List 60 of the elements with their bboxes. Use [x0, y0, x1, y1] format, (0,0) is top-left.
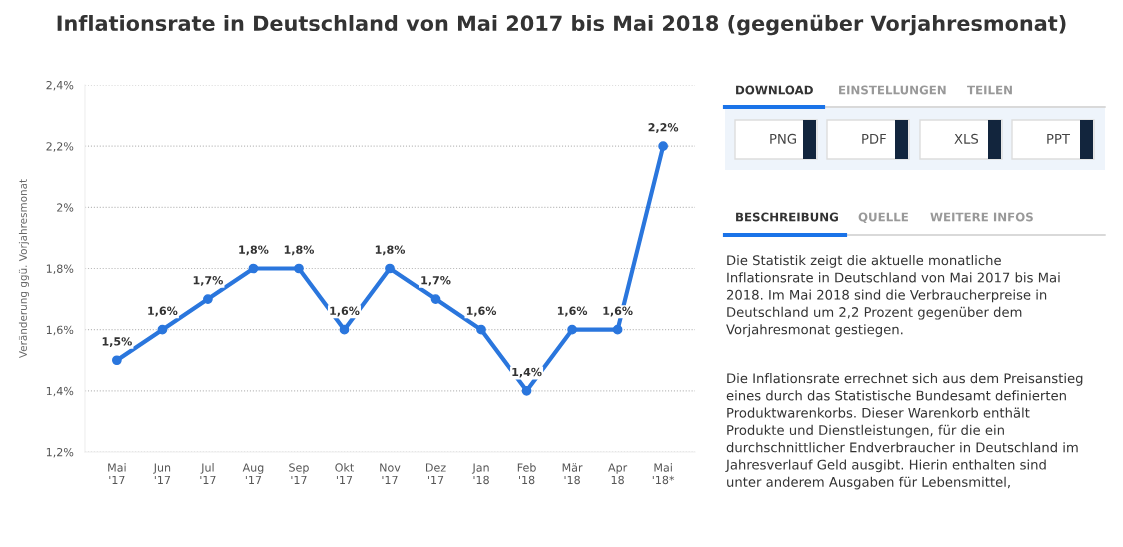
data-label: 1,5%	[102, 337, 132, 348]
x-tick-label: Mai '18*	[652, 463, 675, 485]
text: BESCHREIBUNG	[736, 212, 838, 222]
point	[521, 385, 532, 396]
data-label: 1,7%	[193, 276, 223, 286]
x-tick-label: Mai '17	[108, 463, 126, 484]
point	[430, 294, 441, 304]
x-tick-label: Jul '17	[200, 463, 216, 484]
text: QUELLE	[858, 212, 908, 223]
y-tick-label: 2,2%	[46, 142, 74, 152]
text: PDF	[862, 134, 886, 144]
x-tick-label: Feb '18	[517, 463, 536, 485]
data-label: 1,6%	[466, 306, 497, 317]
point	[476, 324, 486, 335]
data-label: 1,8%	[239, 245, 269, 256]
point	[612, 324, 623, 335]
text: XLS	[954, 133, 979, 144]
point	[339, 324, 350, 335]
data-label: 1,8%	[284, 245, 315, 256]
point	[294, 263, 304, 274]
x-tick-label: Okt '17	[335, 463, 354, 484]
text: PPT	[1047, 134, 1071, 144]
point	[157, 324, 168, 335]
data-label: 1,8%	[375, 245, 406, 256]
text: PNG	[770, 133, 796, 144]
text: EINSTELLUNGEN	[839, 85, 946, 95]
y-tick-label: 1,8%	[46, 264, 74, 275]
x-tick-label: Nov '17	[380, 463, 401, 484]
point	[658, 141, 668, 152]
point	[385, 263, 395, 274]
point	[112, 355, 122, 366]
x-tick-label: Jan '18	[471, 463, 489, 485]
text: Die Statistik zeigt die aktuelle monatliche Inflationsrate in Deutschland von Mai 2017 bis Mai 2018. Im Mai 2018 sind die Verbraucherpreise in Deutschland um 2,2 Prozent gegenüber dem Vorjahresmonat gestiegen.	[726, 255, 1060, 337]
point	[567, 324, 577, 335]
x-tick-label: Dez '17	[426, 463, 446, 484]
point	[248, 263, 259, 274]
y-tick-label: 2,4%	[46, 80, 74, 91]
y-tick-label: 1,2%	[46, 447, 74, 458]
y-tick-label: 1,6%	[46, 325, 74, 336]
y-tick-label: 2%	[57, 203, 74, 212]
data-label: 1,6%	[148, 306, 178, 317]
data-label: 1,6%	[603, 306, 633, 317]
x-tick-label: Aug '17	[242, 463, 264, 484]
text: WEITERE INFOS	[930, 212, 1033, 222]
y-tick-label: 1,4%	[46, 386, 74, 397]
text: TEILEN	[967, 85, 1012, 95]
data-label: 1,4%	[512, 367, 542, 378]
data-label: 1,6%	[557, 306, 588, 317]
x-tick-label: Apr 18	[608, 463, 628, 485]
data-label: 1,6%	[330, 306, 360, 317]
text: Die Inflationsrate errechnet sich aus dem Preisanstieg eines durch das Statistische Bundesamt definierten Produktwarenkorbs. Dieser Warenkorb enthält Produkte und Dienstleistungen, für die ein durchschnittlicher Endverbraucher in Deutschland im Jahresverlauf Geld ausgibt. Hierin enthalten sind unter anderem Ausgaben für Lebensmittel,	[725, 373, 1083, 490]
point	[203, 294, 213, 304]
data-label: 1,7%	[421, 276, 451, 286]
x-tick-label: Jun '17	[153, 463, 171, 484]
x-tick-label: Sep '17	[289, 463, 309, 484]
text: DOWNLOAD	[736, 85, 813, 95]
y-axis-title: Veränderung ggü. Vorjahresmonat	[18, 179, 29, 359]
chart-title: Inflationsrate in Deutschland von Mai 2017 bis Mai 2018 (gegenüber Vorjahresmonat)	[57, 14, 1066, 36]
data-label: 2,2%	[648, 123, 679, 133]
x-tick-label: Mär '18	[562, 463, 583, 485]
